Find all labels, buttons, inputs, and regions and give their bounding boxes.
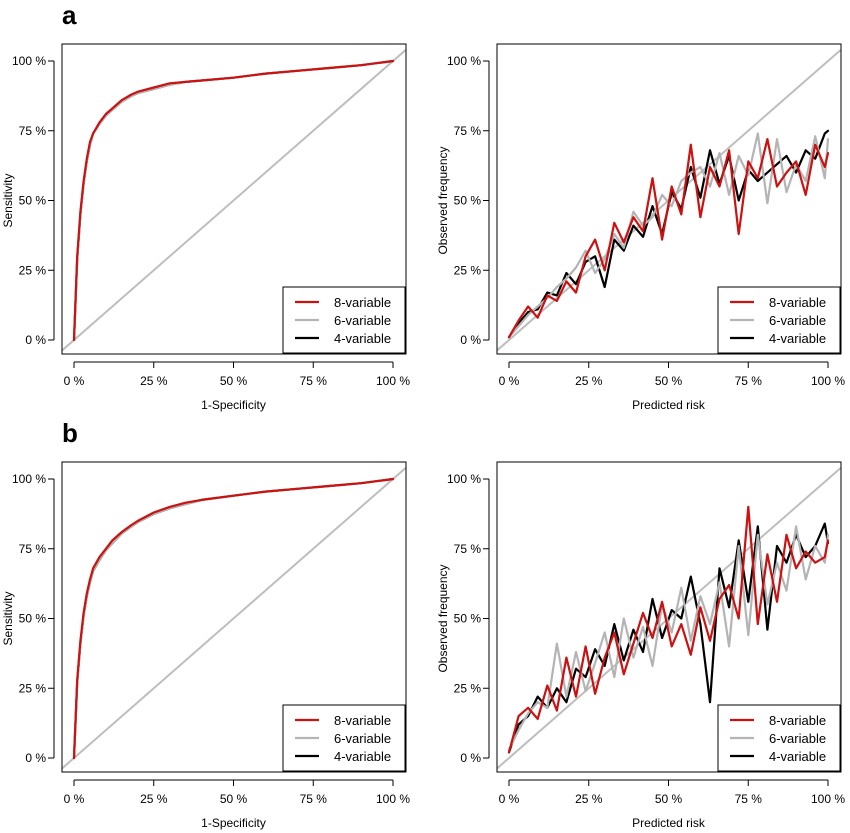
charts-container: 0 % 25 % 50 % 75 % 100 % 1-Specificity 0 % 25 %… [1, 43, 845, 830]
y-axis-title: Sensitivity [1, 173, 15, 227]
x-tick-label: 0 % [499, 792, 520, 806]
legend: 8-variable 6-variable 4-variable [282, 286, 406, 354]
y-tick-label: 100 % [447, 472, 481, 486]
y-tick-label: 25 % [454, 263, 482, 277]
x-tick-label: 50 % [655, 374, 683, 388]
y-tick-label: 75 % [19, 542, 47, 556]
series-line-8-variable [72, 59, 395, 342]
x-tick-label: 0 % [499, 374, 520, 388]
y-axis-title: Observed frequency [436, 146, 450, 254]
x-axis-title: 1-Specificity [201, 398, 266, 412]
legend-box [717, 286, 841, 354]
legend-label-6-variable: 6-variable [769, 313, 826, 328]
x-tick-label: 75 % [735, 792, 763, 806]
x-tick-label: 75 % [300, 792, 328, 806]
y-tick-label: 75 % [454, 542, 482, 556]
x-tick-label: 25 % [140, 792, 168, 806]
y-tick-label: 75 % [454, 124, 482, 138]
y-tick-label: 0 % [460, 333, 481, 347]
x-tick-label: 0 % [64, 374, 85, 388]
y-tick-label: 0 % [460, 751, 481, 765]
x-axis-title: 1-Specificity [201, 816, 266, 830]
y-tick-label: 50 % [454, 194, 482, 208]
legend-label-6-variable: 6-variable [334, 731, 391, 746]
y-tick-label: 25 % [19, 263, 47, 277]
y-tick-label: 75 % [19, 124, 47, 138]
y-tick-label: 100 % [12, 472, 46, 486]
y-tick-label: 0 % [25, 751, 46, 765]
y-tick-label: 100 % [447, 54, 481, 68]
legend-label-6-variable: 6-variable [769, 731, 826, 746]
y-tick-label: 25 % [454, 681, 482, 695]
chart-b-roc: 0 % 25 % 50 % 75 % 100 % 1-Specificity 0 % 25 %… [1, 461, 410, 830]
x-tick-label: 50 % [220, 374, 248, 388]
legend: 8-variable 6-variable 4-variable [717, 704, 841, 772]
x-tick-label: 50 % [655, 792, 683, 806]
plot-frame [496, 461, 842, 773]
chart-a-cal: 0 % 25 % 50 % 75 % 100 % Predicted risk 0 % 25 … [436, 43, 845, 412]
y-tick-label: 25 % [19, 681, 47, 695]
y-tick-label: 50 % [454, 612, 482, 626]
series-line-8-variable [507, 138, 830, 339]
panel-letter-a: a [62, 0, 77, 30]
plot-frame [61, 43, 407, 355]
x-tick-label: 75 % [735, 374, 763, 388]
y-tick-label: 0 % [25, 333, 46, 347]
reference-diagonal-line [62, 49, 406, 352]
x-tick-label: 50 % [220, 792, 248, 806]
legend-label-8-variable: 8-variable [334, 295, 391, 310]
panel-letter-b: b [62, 418, 78, 448]
legend-label-6-variable: 6-variable [334, 313, 391, 328]
x-tick-label: 25 % [575, 374, 603, 388]
series-line-8-variable [72, 477, 395, 760]
series-line-4-variable [507, 522, 830, 754]
chart-a-roc: 0 % 25 % 50 % 75 % 100 % 1-Specificity 0 % 25 %… [1, 43, 410, 412]
y-axis-title: Sensitivity [1, 591, 15, 645]
legend-label-8-variable: 8-variable [769, 295, 826, 310]
legend-label-4-variable: 4-variable [769, 749, 826, 764]
x-tick-label: 25 % [575, 792, 603, 806]
x-tick-label: 0 % [64, 792, 85, 806]
x-tick-label: 100 % [376, 374, 410, 388]
x-tick-label: 75 % [300, 374, 328, 388]
legend-label-8-variable: 8-variable [334, 713, 391, 728]
y-tick-label: 50 % [19, 194, 47, 208]
x-tick-label: 100 % [811, 374, 845, 388]
series-line-6-variable [507, 132, 830, 339]
x-axis-title: Predicted risk [632, 398, 706, 412]
legend-label-4-variable: 4-variable [334, 749, 391, 764]
x-tick-label: 100 % [811, 792, 845, 806]
plot-frame [496, 43, 842, 355]
plot-frame [61, 461, 407, 773]
y-tick-label: 100 % [12, 54, 46, 68]
y-tick-label: 50 % [19, 612, 47, 626]
legend-label-4-variable: 4-variable [334, 331, 391, 346]
series-line-8-variable [507, 505, 830, 754]
x-axis-title: Predicted risk [632, 816, 706, 830]
chart-b-cal: 0 % 25 % 50 % 75 % 100 % Predicted risk 0 % 25 … [436, 461, 845, 830]
x-tick-label: 100 % [376, 792, 410, 806]
x-tick-label: 25 % [140, 374, 168, 388]
legend-label-4-variable: 4-variable [769, 331, 826, 346]
y-axis-title: Observed frequency [436, 564, 450, 672]
legend-label-8-variable: 8-variable [769, 713, 826, 728]
legend: 8-variable 6-variable 4-variable [282, 704, 406, 772]
legend: 8-variable 6-variable 4-variable [717, 286, 841, 354]
reference-diagonal-line [62, 467, 406, 770]
